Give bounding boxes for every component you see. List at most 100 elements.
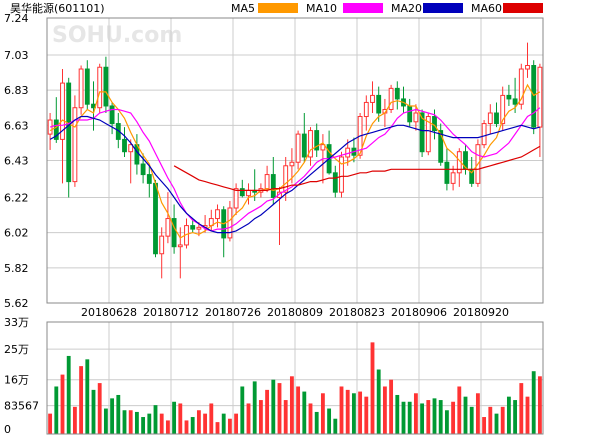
candle-body-up	[128, 144, 134, 153]
volume-bar-down	[110, 398, 115, 434]
volume-bar-up	[184, 420, 189, 434]
candle-body-down	[314, 130, 320, 151]
date-tick-label: 20180726	[205, 306, 261, 319]
candle-body-up	[363, 101, 369, 118]
volume-tick-label: 83567	[4, 400, 39, 413]
candle-body-up	[97, 66, 103, 109]
legend: MA5 MA10 MA20 MA60	[231, 2, 543, 15]
volume-bar-up	[358, 391, 363, 434]
volume-tick-label: 16万	[4, 374, 29, 387]
candle-body-down	[66, 82, 72, 183]
candle-body-up	[177, 244, 183, 248]
legend-ma60-label: MA60	[471, 2, 502, 15]
price-grid	[47, 17, 543, 304]
candle-body-up	[370, 94, 375, 103]
candle-body-up	[295, 133, 301, 163]
volume-bar-up	[525, 396, 530, 434]
volume-bar-up	[265, 389, 270, 434]
volume-bar-down	[302, 391, 307, 434]
candle-body-up	[487, 112, 493, 125]
volume-bar-down	[351, 393, 356, 434]
volume-bar-down	[172, 401, 177, 434]
volume-bar-up	[537, 376, 542, 434]
volume-bar-down	[122, 410, 127, 434]
candle-body-up	[388, 87, 394, 110]
date-tick-label: 20180628	[81, 306, 137, 319]
volume-bar-down	[469, 406, 474, 434]
price-plot-frame	[46, 17, 544, 304]
candle-body-up	[196, 226, 202, 230]
volume-bar-up	[159, 413, 164, 434]
candle-body-up	[425, 116, 431, 153]
volume-bar-up	[475, 393, 480, 434]
volume-bar-up	[178, 403, 183, 434]
volume-bar-down	[190, 417, 195, 434]
candle-body-up	[537, 66, 543, 128]
price-y-axis: 7.24 7.03 6.83 6.63 6.43 6.22 6.02 5.82 5.62	[4, 12, 29, 310]
volume-bar-up	[382, 386, 387, 434]
ma-line-ma60	[173, 145, 541, 191]
volume-bar-up	[451, 401, 456, 434]
volume-tick-label: 33万	[4, 316, 29, 329]
price-tick-label: 6.43	[4, 155, 29, 168]
volume-bars	[48, 342, 542, 434]
legend-ma20-swatch	[423, 3, 463, 13]
candle-body-up	[264, 174, 270, 190]
price-tick-label: 5.82	[4, 262, 29, 275]
candle-body-down	[531, 65, 537, 128]
candle-body-down	[239, 188, 245, 197]
volume-bar-down	[54, 386, 59, 434]
moving-averages	[49, 83, 541, 239]
candle-body-down	[506, 94, 512, 100]
candle-body-down	[432, 116, 437, 132]
price-tick-label: 5.62	[4, 297, 29, 310]
volume-bar-up	[308, 403, 313, 434]
candle-body-down	[140, 163, 146, 176]
legend-ma60-swatch	[503, 3, 543, 13]
candle-body-up	[72, 107, 78, 183]
date-x-axis: 20180628 20180712 20180726 20180809 20180823…	[81, 306, 509, 319]
volume-bar-up	[500, 406, 505, 434]
candle-body-down	[270, 174, 276, 198]
candle-body-up	[165, 218, 171, 237]
volume-bar-up	[258, 400, 263, 434]
volume-bar-up	[97, 383, 102, 434]
volume-bar-up	[289, 376, 294, 434]
volume-bar-up	[519, 383, 524, 434]
price-tick-label: 6.02	[4, 227, 29, 240]
volume-bar-up	[60, 374, 65, 434]
candle-body-up	[500, 94, 506, 125]
watermark: SOHU.com	[52, 23, 182, 48]
legend-ma10-swatch	[343, 3, 383, 13]
volume-bar-up	[72, 406, 77, 434]
candle-body-down	[332, 172, 338, 193]
candle-body-up	[60, 82, 65, 140]
volume-bar-up	[277, 383, 282, 434]
candle-body-down	[444, 161, 450, 184]
volume-bar-up	[79, 366, 84, 434]
volume-bar-down	[85, 359, 90, 434]
candle-body-up	[289, 161, 295, 167]
volume-tick-label: 25万	[4, 343, 29, 356]
volume-bar-up	[246, 403, 251, 434]
volume-bar-down	[221, 413, 226, 434]
candle-body-up	[233, 188, 239, 209]
volume-bar-down	[463, 396, 468, 434]
volume-bar-up	[320, 393, 325, 434]
volume-bar-up	[364, 396, 369, 434]
volume-bar-down	[513, 400, 518, 434]
volume-bar-down	[506, 396, 511, 434]
price-tick-label: 6.22	[4, 191, 29, 204]
candle-body-down	[53, 119, 59, 140]
legend-ma20-label: MA20	[391, 2, 422, 15]
candle-body-up	[413, 112, 419, 123]
volume-bar-up	[413, 393, 418, 434]
candle-body-down	[494, 112, 499, 125]
volume-bar-up	[203, 413, 208, 434]
volume-bar-down	[153, 405, 158, 434]
date-tick-label: 20180712	[143, 306, 199, 319]
volume-bar-down	[395, 394, 400, 434]
volume-bar-down	[327, 408, 332, 434]
candle-body-up	[450, 172, 456, 184]
